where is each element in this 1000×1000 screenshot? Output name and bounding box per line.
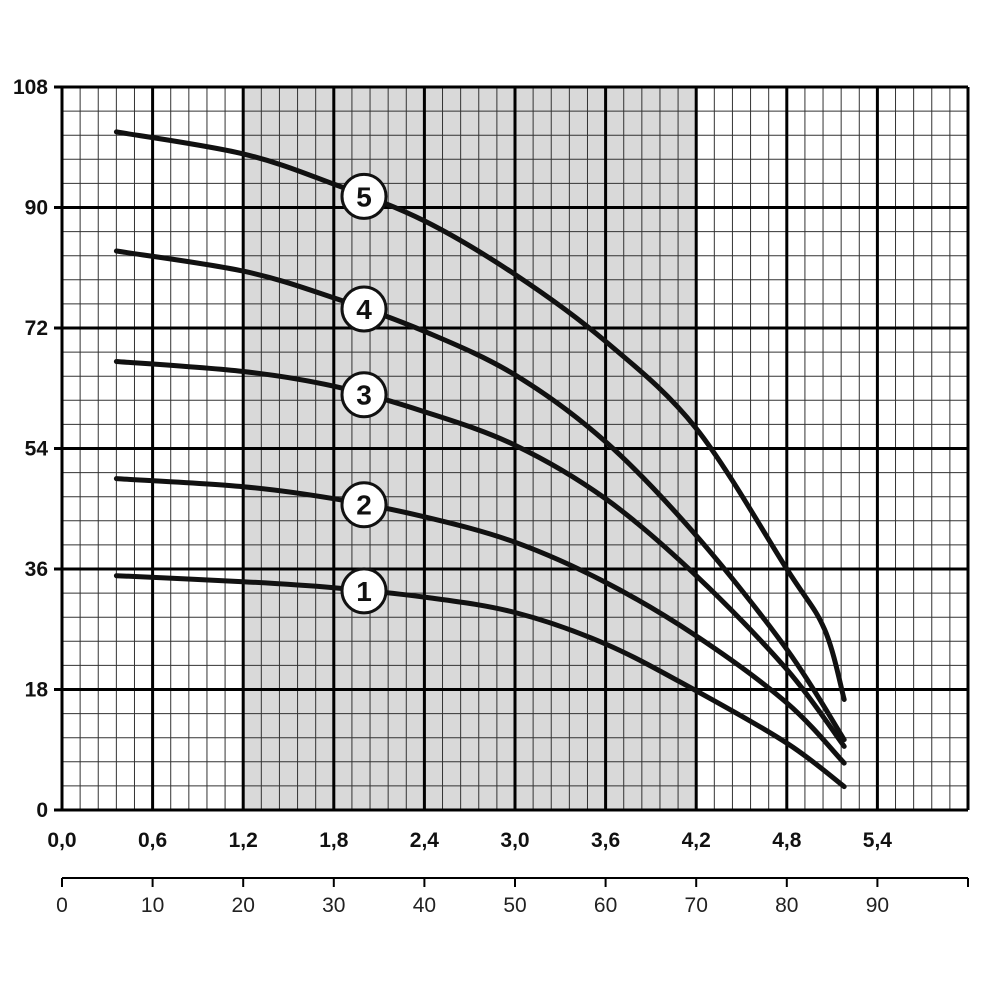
secondary-tick-label: 40 [413, 894, 436, 917]
x-tick-label: 1,8 [319, 829, 349, 852]
x-tick-label: 3,0 [500, 829, 529, 852]
curve-badge-3 [340, 371, 388, 419]
curve-1 [113, 573, 847, 790]
y-tick-label: 90 [25, 197, 48, 220]
curve-5 [113, 129, 847, 702]
curve-4 [113, 248, 847, 743]
secondary-tick-label: 20 [232, 894, 255, 917]
curve-2 [113, 476, 847, 766]
secondary-tick-label: 60 [594, 894, 617, 917]
curve-badge-4 [340, 285, 388, 333]
y-tick-label: 18 [25, 679, 49, 702]
secondary-tick-label: 90 [866, 894, 889, 917]
curve-label-4: 4 [356, 294, 372, 325]
curve-label-5: 5 [356, 181, 372, 212]
x-axis-ticks: 0,0 0,6 1,2 1,8 2,4 3,0 3,6 4,2 4,8 5,4 [47, 829, 892, 852]
x-tick-label: 4,2 [682, 829, 711, 852]
x-tick-label: 1,2 [229, 829, 258, 852]
x-tick-label: 3,6 [591, 829, 620, 852]
curve-badge-2 [340, 481, 388, 529]
y-tick-label: 72 [25, 317, 48, 340]
x-tick-label: 0,0 [47, 829, 76, 852]
x-tick-label: 2,4 [410, 829, 440, 852]
y-tick-label: 0 [36, 799, 48, 822]
x-tick-label: 5,4 [863, 829, 893, 852]
curve-badge-1 [340, 567, 388, 615]
secondary-tick-label: 80 [775, 894, 798, 917]
curves [113, 129, 847, 790]
curve-badge-5 [340, 172, 388, 220]
curve-label-1: 1 [356, 576, 372, 607]
y-axis-ticks: 0 18 36 54 72 90 108 [13, 76, 48, 822]
x-tick-label: 0,6 [138, 829, 167, 852]
major-grid [54, 85, 970, 812]
x-tick-label: 4,8 [772, 829, 802, 852]
curve-label-2: 2 [356, 490, 372, 521]
y-tick-label: 36 [25, 558, 48, 581]
secondary-x-axis: 0 10 20 30 40 50 60 70 80 90 [56, 877, 969, 917]
secondary-tick-label: 30 [322, 894, 345, 917]
curve-label-3: 3 [356, 380, 372, 411]
curve-3 [113, 359, 847, 749]
y-tick-label: 54 [25, 438, 49, 461]
y-tick-label: 108 [13, 76, 48, 99]
secondary-tick-label: 50 [503, 894, 526, 917]
secondary-tick-label: 70 [685, 894, 708, 917]
secondary-tick-label: 10 [141, 894, 164, 917]
secondary-tick-label: 0 [56, 894, 68, 917]
curve-labels: 1 2 3 4 5 [340, 172, 388, 615]
